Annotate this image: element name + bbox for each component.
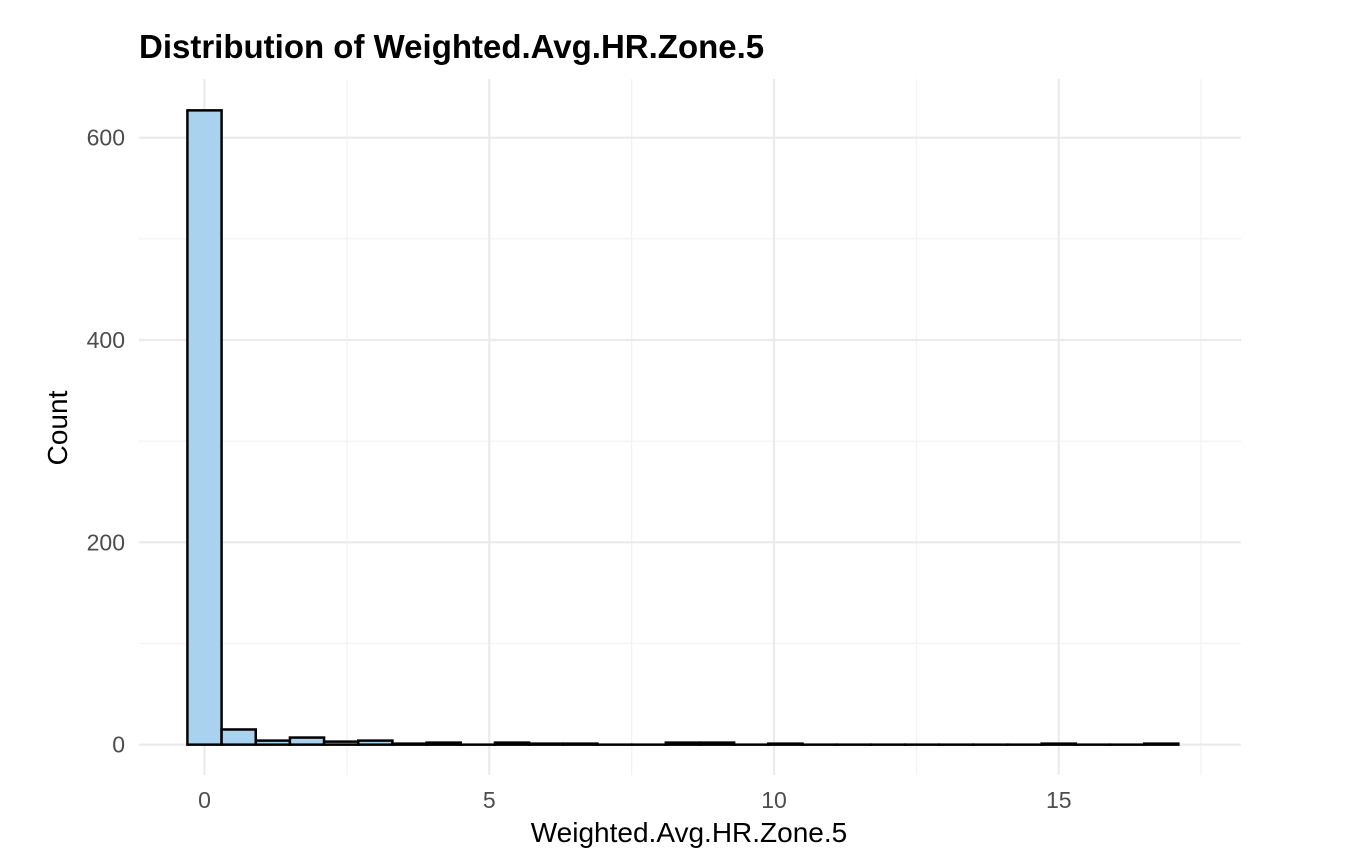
y-tick-label: 400: [87, 327, 125, 353]
x-tick-label: 5: [483, 787, 496, 813]
y-axis-label: Count: [42, 390, 73, 465]
histogram-bar-17: [767, 742, 804, 746]
histogram-bar-0: [186, 109, 223, 746]
histogram-bar-28: [1142, 742, 1180, 746]
histogram-bar-14: [664, 741, 702, 746]
grid: [139, 79, 1241, 775]
y-tick-label: 600: [87, 125, 125, 151]
histogram-bar-10: [527, 742, 565, 746]
histogram-bar-6: [391, 742, 428, 746]
histogram-bar-9: [493, 741, 531, 746]
histogram-bar-7: [425, 741, 463, 746]
x-axis-label: Weighted.Avg.HR.Zone.5: [531, 817, 847, 848]
y-axis-ticks: 0 200 400 600: [87, 125, 125, 758]
histogram-bar-11: [562, 742, 599, 746]
x-axis-ticks: 0 5 10 15: [198, 787, 1071, 813]
histogram-bar-3: [288, 736, 326, 746]
x-tick-label: 10: [761, 787, 787, 813]
histogram-bar-1: [220, 728, 257, 746]
chart-title: Distribution of Weighted.Avg.HR.Zone.5: [139, 28, 764, 65]
histogram-bar-5: [357, 739, 394, 746]
histogram-bar-25: [1040, 742, 1078, 746]
x-tick-label: 15: [1046, 787, 1072, 813]
histogram-bar-4: [322, 740, 360, 746]
y-tick-label: 200: [87, 529, 125, 555]
x-tick-label: 0: [198, 787, 211, 813]
histogram-bar-15: [698, 741, 736, 746]
y-tick-label: 0: [112, 732, 125, 758]
histogram-bar-2: [254, 739, 292, 746]
bars: [186, 109, 1180, 746]
